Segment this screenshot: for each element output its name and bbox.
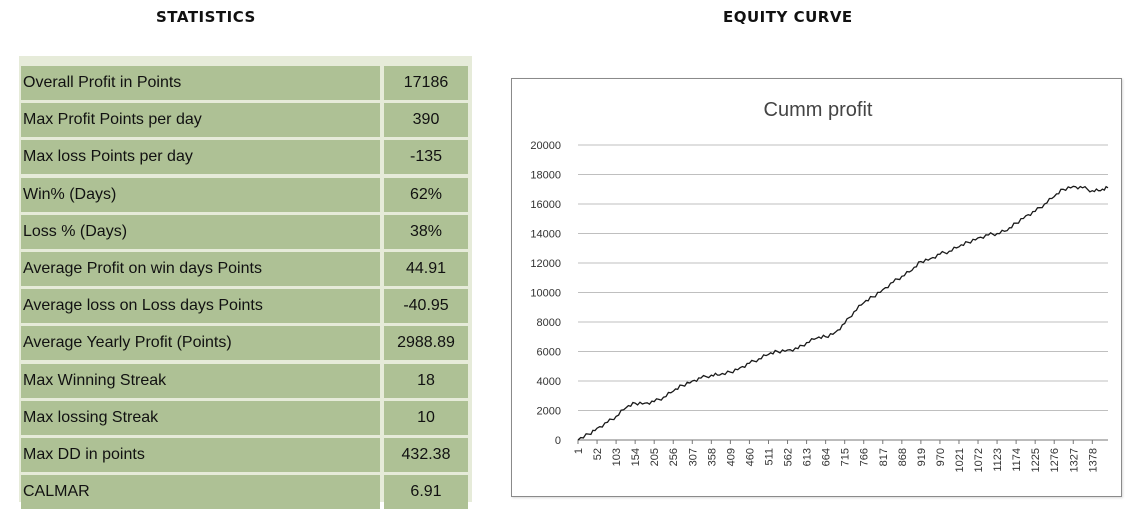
stats-label: Average Profit on win days Points xyxy=(21,252,380,286)
stats-value: -135 xyxy=(384,140,468,175)
stats-row: Loss % (Days) 38% xyxy=(19,214,472,249)
x-tick-label: 970 xyxy=(935,448,947,466)
stats-row: Average loss on Loss days Points -40.95 xyxy=(19,289,472,324)
x-tick-label: 511 xyxy=(763,448,775,466)
stats-label: Max loss Points per day xyxy=(21,140,380,175)
y-tick-label: 20000 xyxy=(530,140,561,152)
stats-row: Max loss Points per day -135 xyxy=(19,140,472,175)
y-tick-label: 0 xyxy=(555,435,561,447)
x-tick-label: 919 xyxy=(916,448,928,466)
x-tick-label: 715 xyxy=(840,448,852,466)
x-tick-label: 1174 xyxy=(1011,448,1023,472)
y-tick-label: 16000 xyxy=(530,199,561,211)
cumm-profit-line xyxy=(577,185,1109,441)
statistics-table: Overall Profit in Points 17186 Max Profit … xyxy=(19,56,472,510)
stats-value: 2988.89 xyxy=(384,326,468,361)
x-tick-label: 1 xyxy=(573,448,585,454)
stats-label: CALMAR xyxy=(21,475,380,510)
x-tick-label: 358 xyxy=(706,448,718,466)
stats-label: Max lossing Streak xyxy=(21,400,380,435)
y-tick-label: 2000 xyxy=(537,406,561,418)
stats-row: Average Profit on win days Points 44.91 xyxy=(19,252,472,286)
stats-value: 6.91 xyxy=(384,475,468,510)
stats-row: CALMAR 6.91 xyxy=(19,475,472,510)
stats-row: Max DD in points 432.38 xyxy=(19,438,472,472)
stats-label: Max Profit Points per day xyxy=(21,103,380,138)
stats-value: 17186 xyxy=(384,66,468,100)
x-tick-label: 664 xyxy=(821,448,833,466)
stats-row: Average Yearly Profit (Points) 2988.89 xyxy=(19,326,472,361)
x-tick-label: 1021 xyxy=(954,448,966,472)
equity-curve-heading: EQUITY CURVE xyxy=(723,8,853,26)
stats-value: 62% xyxy=(384,177,468,212)
stats-label: Average loss on Loss days Points xyxy=(21,289,380,324)
y-tick-label: 10000 xyxy=(530,288,561,300)
stats-label: Max Winning Streak xyxy=(21,363,380,398)
x-tick-label: 1123 xyxy=(992,448,1004,472)
stats-row: Max Winning Streak 18 xyxy=(19,363,472,398)
stats-label: Win% (Days) xyxy=(21,177,380,212)
x-tick-label: 613 xyxy=(802,448,814,466)
x-tick-label: 1276 xyxy=(1049,448,1061,472)
x-tick-label: 409 xyxy=(725,448,737,466)
y-tick-label: 4000 xyxy=(537,376,561,388)
stats-row: Max lossing Streak 10 xyxy=(19,400,472,435)
stats-value: 44.91 xyxy=(384,252,468,286)
x-tick-label: 103 xyxy=(611,448,623,466)
x-tick-label: 1225 xyxy=(1030,448,1042,472)
x-tick-label: 1072 xyxy=(973,448,985,472)
x-tick-label: 154 xyxy=(630,448,642,466)
y-tick-label: 12000 xyxy=(530,258,561,270)
stats-value: 390 xyxy=(384,103,468,138)
stats-label: Overall Profit in Points xyxy=(21,66,380,100)
y-tick-label: 8000 xyxy=(537,317,561,329)
stats-label: Average Yearly Profit (Points) xyxy=(21,326,380,361)
stats-row: Overall Profit in Points 17186 xyxy=(19,66,472,100)
y-tick-label: 18000 xyxy=(530,170,561,182)
statistics-heading: STATISTICS xyxy=(156,8,256,26)
x-tick-label: 868 xyxy=(897,448,909,466)
x-tick-label: 460 xyxy=(744,448,756,466)
stats-value: 432.38 xyxy=(384,438,468,472)
chart-title: Cumm profit xyxy=(764,99,873,121)
x-tick-label: 817 xyxy=(878,448,890,466)
stats-label: Max DD in points xyxy=(21,438,380,472)
stats-value: 18 xyxy=(384,363,468,398)
x-tick-label: 52 xyxy=(592,448,604,460)
y-tick-label: 14000 xyxy=(530,229,561,241)
equity-chart-svg: Cumm profit 0 2000 4000 6000 8000 10000 12000 1… xyxy=(530,99,1109,472)
y-tick-label: 6000 xyxy=(537,347,561,359)
x-tick-label: 256 xyxy=(668,448,680,466)
x-tick-label: 766 xyxy=(859,448,871,466)
x-tick-label: 307 xyxy=(687,448,699,466)
x-tick-label: 205 xyxy=(649,448,661,466)
stats-row: Win% (Days) 62% xyxy=(19,177,472,212)
x-tick-label: 562 xyxy=(783,448,795,466)
x-tick-label: 1327 xyxy=(1068,448,1080,472)
stats-value: -40.95 xyxy=(384,289,468,324)
x-tick-label: 1378 xyxy=(1087,448,1099,472)
equity-chart: Cumm profit 0 2000 4000 6000 8000 10000 12000 1… xyxy=(511,78,1122,497)
stats-value: 38% xyxy=(384,214,468,249)
stats-label: Loss % (Days) xyxy=(21,214,380,249)
stats-row: Max Profit Points per day 390 xyxy=(19,103,472,138)
stats-value: 10 xyxy=(384,400,468,435)
